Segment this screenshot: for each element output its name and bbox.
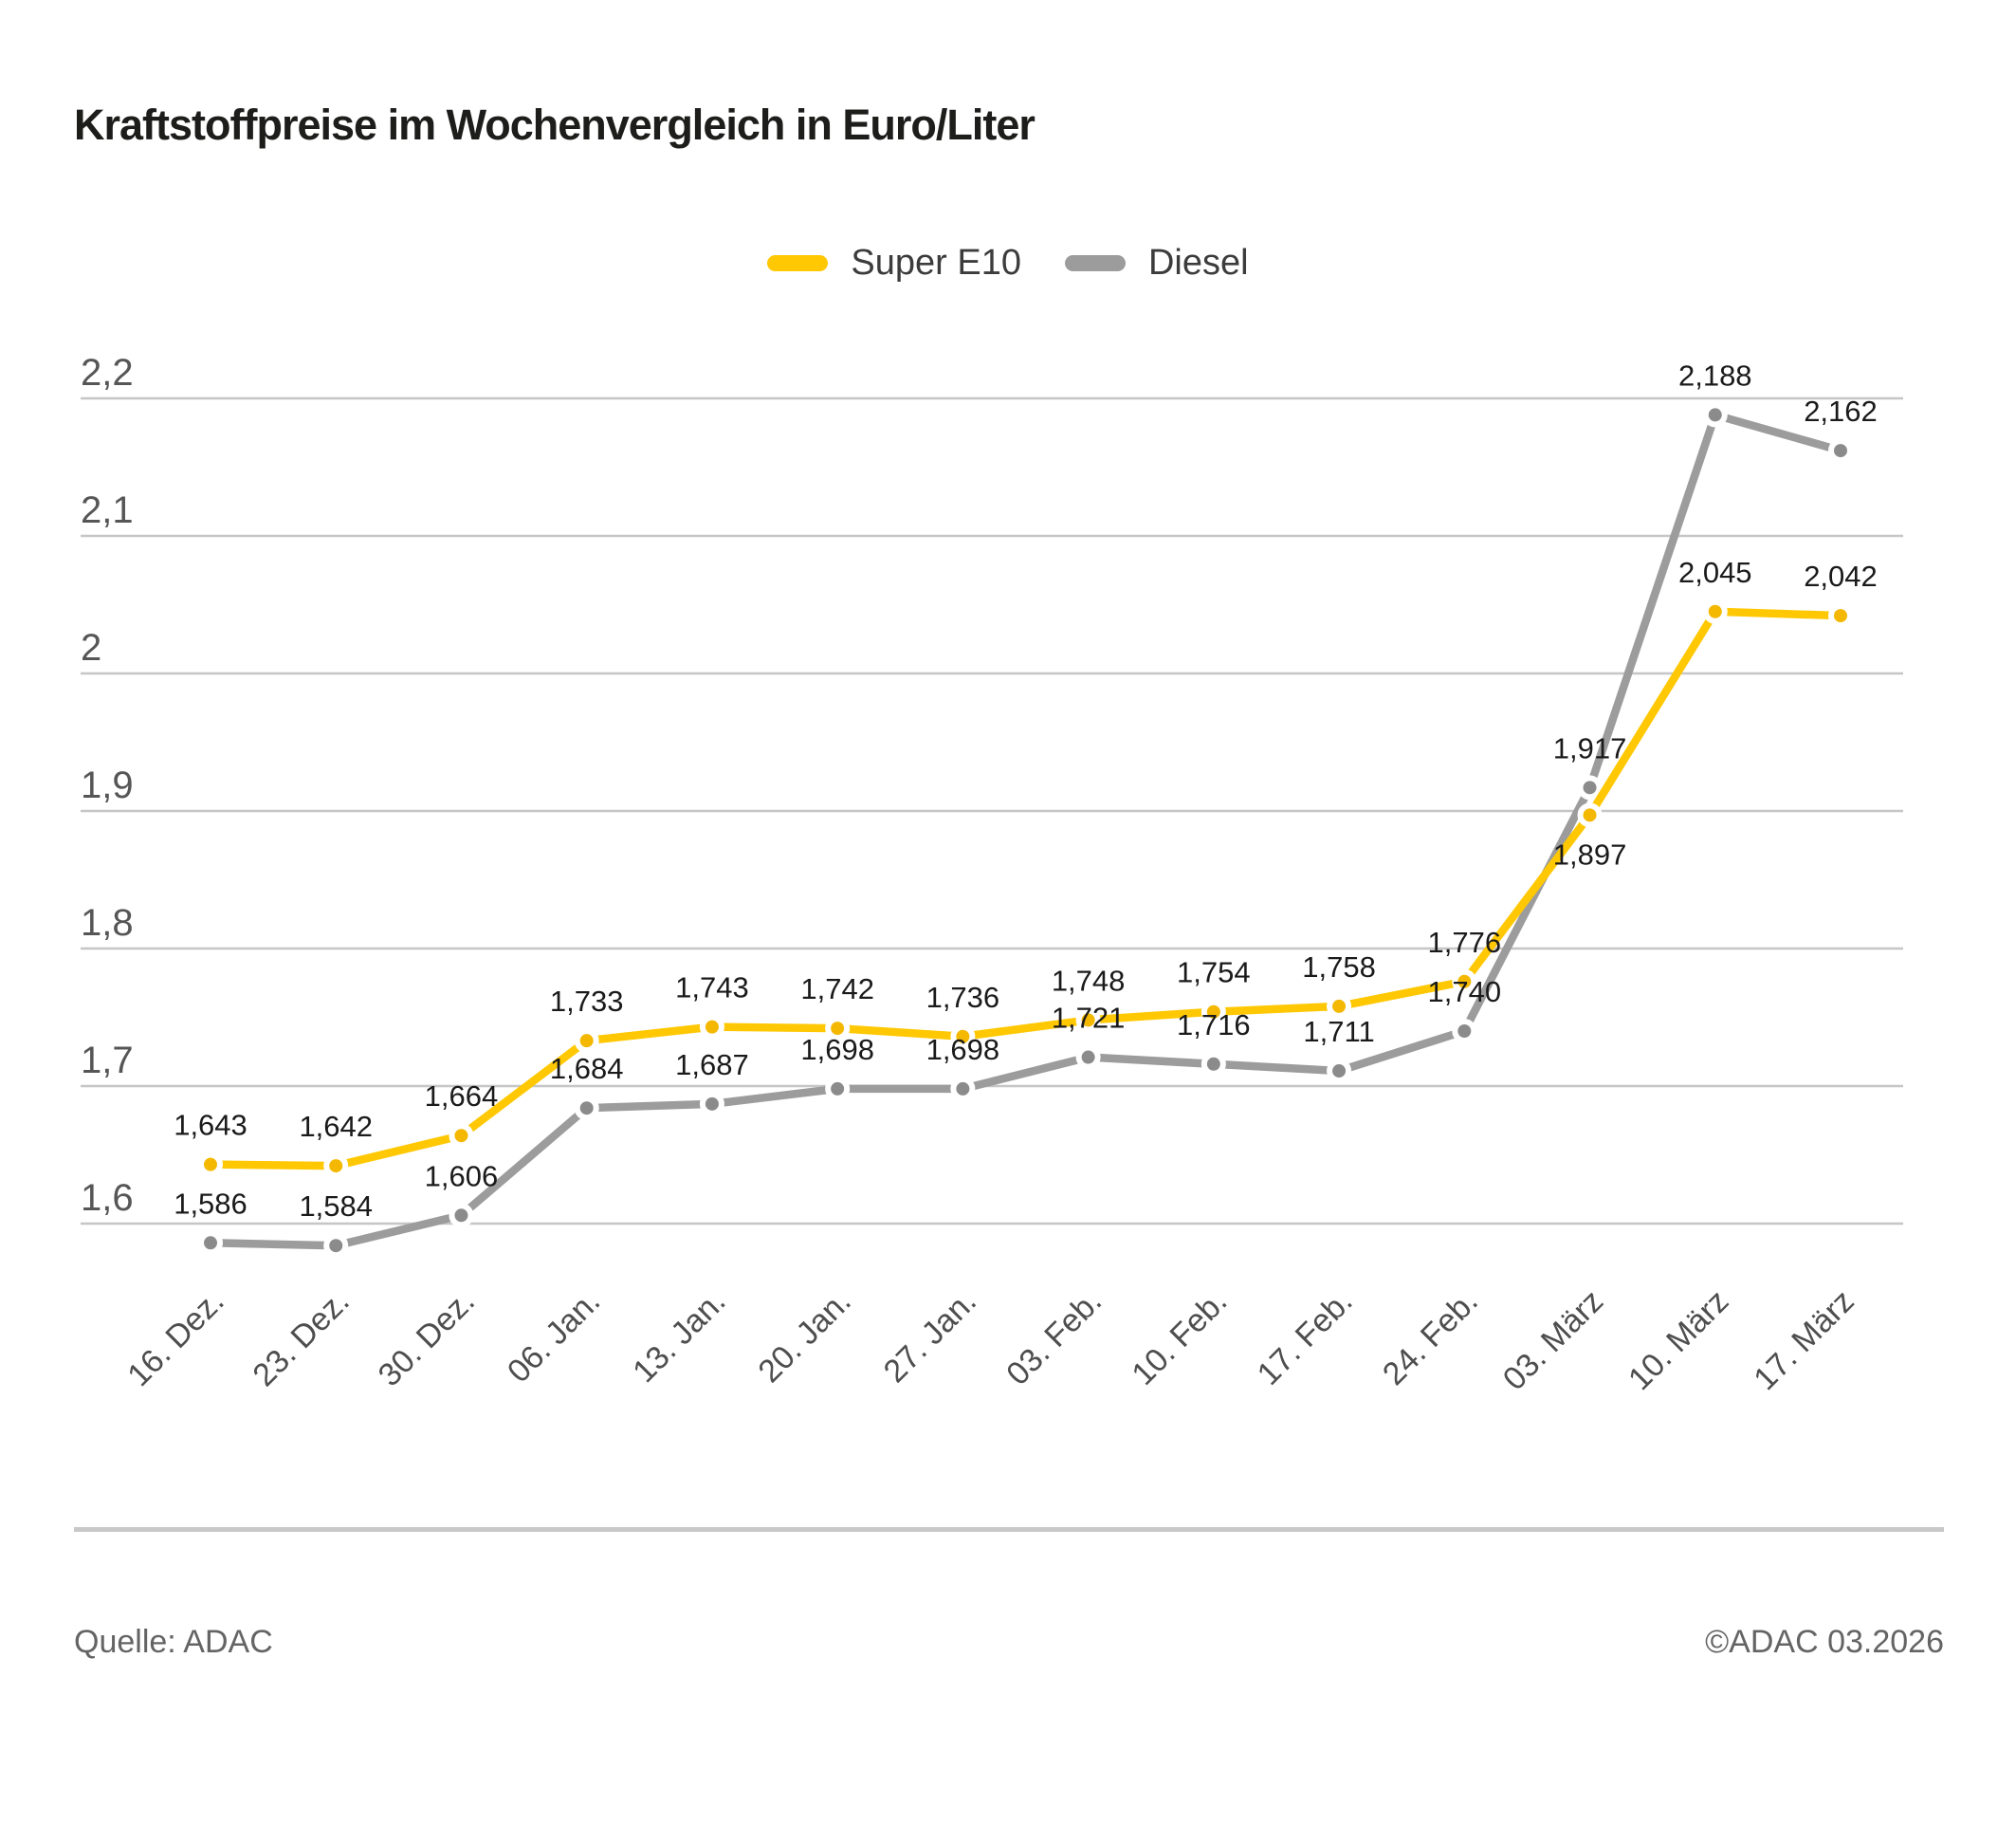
y-axis-tick-label: 2 (81, 627, 101, 669)
data-label-diesel: 1,917 (1553, 731, 1627, 765)
data-point-diesel (1327, 1059, 1352, 1084)
diesel-line-swatch (1064, 255, 1126, 271)
x-axis-tick-label: 16. Dez. (120, 1283, 230, 1393)
x-axis-tick-label: 23. Dez. (246, 1283, 356, 1393)
source-note: Quelle: ADAC (74, 1624, 273, 1660)
data-label-diesel: 1,698 (926, 1033, 1000, 1066)
data-point-super-e10 (574, 1028, 599, 1054)
data-point-super-e10 (1075, 1007, 1101, 1033)
legend-item-diesel: Diesel (1064, 243, 1249, 284)
data-point-diesel (825, 1076, 851, 1101)
data-label-diesel: 1,740 (1428, 975, 1502, 1008)
copyright-note: ©ADAC 03.2026 (1705, 1624, 1944, 1660)
x-axis-tick-label: 13. Jan. (626, 1283, 732, 1390)
series-line-diesel (206, 411, 1845, 1250)
x-axis-tick-label: 17. Feb. (1251, 1283, 1360, 1392)
data-label-super-e10: 1,897 (1553, 838, 1627, 871)
data-point-diesel (1200, 1051, 1226, 1077)
data-point-super-e10 (1452, 968, 1477, 994)
data-label-diesel: 1,711 (1303, 1015, 1374, 1048)
x-axis-tick-label: 27. Jan. (877, 1283, 983, 1390)
data-label-super-e10: 1,776 (1428, 926, 1502, 959)
data-point-super-e10 (1827, 603, 1853, 629)
data-point-diesel (1702, 402, 1728, 428)
data-label-super-e10: 1,736 (926, 981, 1000, 1014)
data-point-diesel (699, 1091, 724, 1116)
y-axis-tick-label: 2,2 (81, 352, 134, 394)
x-axis-tick-label: 10. Feb. (1125, 1283, 1234, 1392)
legend-item-super-e10: Super E10 (767, 243, 1021, 284)
data-point-super-e10 (198, 1152, 223, 1177)
data-point-diesel (449, 1203, 474, 1228)
data-label-diesel: 2,162 (1804, 395, 1878, 428)
data-point-super-e10 (1577, 802, 1603, 828)
data-point-super-e10 (1327, 993, 1352, 1019)
x-axis-tick-label: 24. Feb. (1376, 1283, 1485, 1392)
x-axis-tick-label: 30. Dez. (372, 1283, 482, 1393)
data-point-diesel (950, 1076, 976, 1101)
data-point-diesel (1452, 1019, 1477, 1043)
data-label-super-e10: 1,758 (1302, 950, 1376, 984)
data-point-super-e10 (449, 1123, 474, 1149)
data-label-diesel: 2,188 (1678, 359, 1752, 392)
data-point-diesel (1075, 1044, 1101, 1070)
footer: Quelle: ADAC ©ADAC 03.2026 (74, 1624, 1944, 1661)
data-label-diesel: 1,584 (299, 1189, 373, 1223)
data-label-super-e10: 1,664 (425, 1079, 499, 1113)
data-point-diesel (198, 1230, 223, 1256)
chart-title: Kraftstoffpreise im Wochenvergleich in E… (74, 101, 1035, 149)
series-line-super-e10 (206, 607, 1845, 1170)
data-label-diesel: 1,606 (425, 1159, 499, 1192)
y-axis-tick-label: 1,7 (81, 1040, 134, 1081)
data-label-diesel: 1,698 (800, 1033, 874, 1066)
legend-label-diesel: Diesel (1147, 243, 1249, 283)
legend-label-super-e10: Super E10 (851, 243, 1021, 283)
data-label-diesel: 1,687 (675, 1048, 749, 1081)
y-axis-tick-label: 1,8 (81, 902, 134, 944)
x-axis-tick-label: 17. März (1747, 1283, 1860, 1397)
data-label-diesel: 1,721 (1052, 1002, 1126, 1035)
super-e10-line-swatch (767, 255, 829, 271)
x-axis-tick-label: 10. März (1622, 1283, 1735, 1397)
data-label-diesel: 1,684 (550, 1052, 624, 1085)
data-label-super-e10: 1,742 (800, 972, 874, 1005)
data-point-diesel (1577, 775, 1603, 801)
data-point-diesel (574, 1096, 599, 1121)
data-label-super-e10: 1,754 (1177, 956, 1251, 989)
data-label-diesel: 1,586 (174, 1187, 247, 1220)
y-axis-tick-label: 1,6 (81, 1177, 134, 1219)
data-label-super-e10: 1,748 (1052, 964, 1126, 997)
data-label-super-e10: 1,642 (299, 1110, 373, 1143)
data-point-super-e10 (950, 1023, 976, 1049)
footer-divider (74, 1527, 1944, 1532)
data-point-super-e10 (825, 1016, 851, 1041)
data-label-super-e10: 1,733 (550, 985, 624, 1018)
data-label-super-e10: 1,743 (675, 971, 749, 1004)
x-axis-tick-label: 03. Feb. (999, 1283, 1109, 1392)
data-label-diesel: 1,716 (1177, 1008, 1251, 1041)
data-point-super-e10 (1200, 999, 1226, 1024)
y-axis-tick-label: 1,9 (81, 765, 134, 806)
data-label-super-e10: 2,045 (1678, 556, 1752, 589)
legend: Super E10 Diesel (0, 243, 2016, 284)
y-axis-tick-label: 2,1 (81, 489, 134, 531)
data-point-diesel (323, 1233, 349, 1259)
x-axis-tick-label: 06. Jan. (501, 1283, 607, 1390)
data-label-super-e10: 1,643 (174, 1109, 247, 1142)
data-point-super-e10 (323, 1153, 349, 1179)
x-axis-tick-label: 03. März (1496, 1283, 1610, 1397)
x-axis-tick-label: 20. Jan. (751, 1283, 857, 1390)
data-point-super-e10 (699, 1014, 724, 1040)
data-point-diesel (1827, 438, 1853, 464)
data-label-super-e10: 2,042 (1804, 560, 1878, 593)
data-point-super-e10 (1702, 599, 1728, 624)
